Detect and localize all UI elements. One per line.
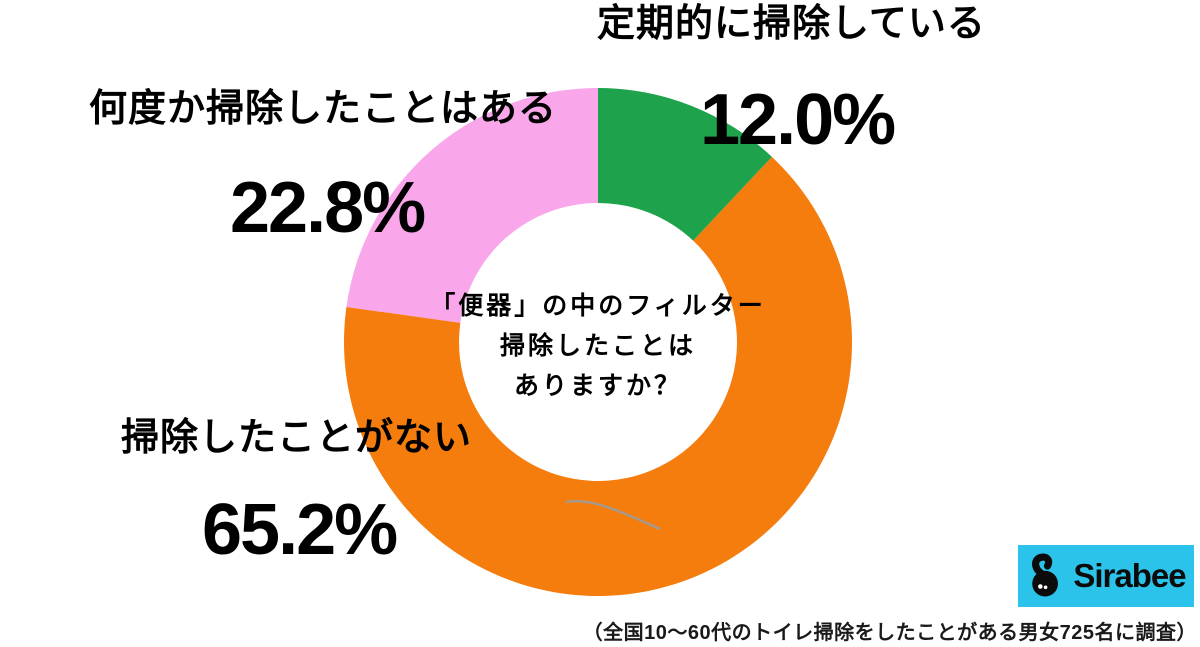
label-never-cleaned: 掃除したことがない (121, 417, 473, 459)
survey-note: （全国10〜60代のトイレ掃除をしたことがある男女725名に調査） (582, 622, 1197, 644)
value-regular-cleaning: 12.0% (700, 80, 896, 160)
center-question-line1: 「便器」の中のフィルター (430, 292, 766, 320)
value-cleaned-few-times: 22.8% (230, 168, 426, 248)
label-cleaned-few-times: 何度か掃除したことはある (89, 88, 558, 130)
center-question-line3: ありますか？ (513, 372, 683, 400)
sirabee-logo-text: Sirabee (1073, 557, 1186, 594)
donut-slice-1 (344, 156, 852, 596)
leader-line (565, 499, 661, 531)
sirabee-logo: Sirabee (1018, 545, 1194, 607)
sirabee-mascot-icon (1032, 553, 1059, 597)
value-never-cleaned: 65.2% (202, 490, 398, 570)
center-question-line2: 掃除したことは (499, 332, 697, 360)
donut-center-question: 「便器」の中のフィルター 掃除したことは ありますか？ (430, 286, 766, 406)
donut-slice-2 (346, 88, 598, 323)
donut-slice-0 (598, 88, 772, 241)
label-regular-cleaning: 定期的に掃除している (597, 3, 986, 45)
